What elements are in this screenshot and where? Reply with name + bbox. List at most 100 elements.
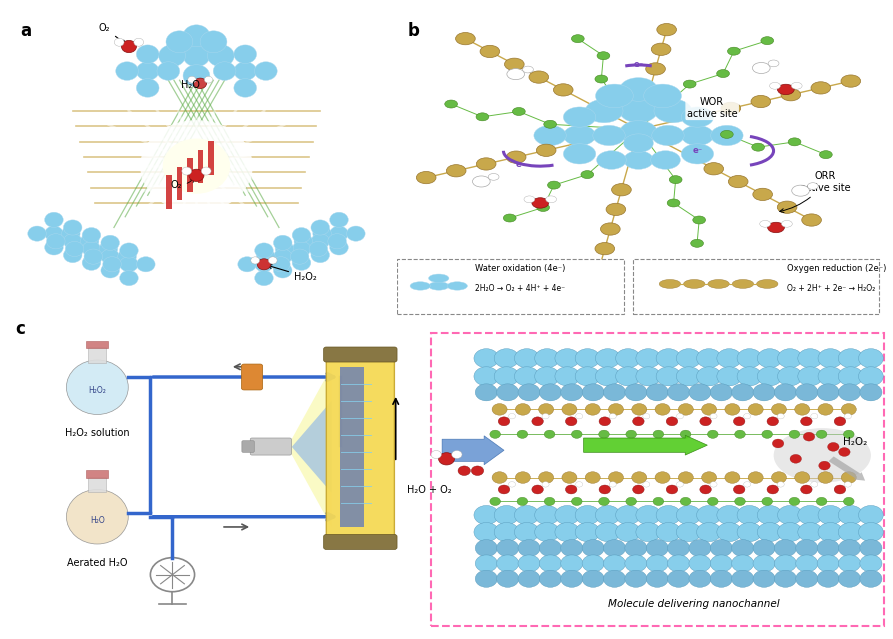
Circle shape <box>82 255 101 270</box>
Circle shape <box>777 482 784 487</box>
Circle shape <box>844 497 854 505</box>
Circle shape <box>819 461 830 470</box>
Circle shape <box>120 257 138 272</box>
Circle shape <box>572 497 582 505</box>
Circle shape <box>431 450 441 459</box>
Circle shape <box>818 505 843 525</box>
Circle shape <box>234 79 256 97</box>
Bar <box>198 150 204 183</box>
Circle shape <box>194 78 206 89</box>
Circle shape <box>620 78 657 101</box>
Circle shape <box>535 349 559 368</box>
Circle shape <box>535 367 559 386</box>
Circle shape <box>596 349 620 368</box>
Circle shape <box>515 404 530 415</box>
Circle shape <box>330 226 348 241</box>
Circle shape <box>839 505 863 525</box>
Circle shape <box>651 151 680 169</box>
Circle shape <box>204 76 213 83</box>
Circle shape <box>615 367 640 386</box>
FancyBboxPatch shape <box>633 259 880 314</box>
Circle shape <box>697 523 722 542</box>
Circle shape <box>689 384 711 401</box>
Circle shape <box>668 539 689 557</box>
Circle shape <box>537 144 556 157</box>
Text: H₂O: H₂O <box>90 516 104 525</box>
Circle shape <box>251 257 260 264</box>
Circle shape <box>273 263 292 278</box>
Circle shape <box>683 80 696 88</box>
Circle shape <box>238 257 256 272</box>
Circle shape <box>657 24 677 36</box>
Circle shape <box>84 249 103 264</box>
Circle shape <box>818 472 833 483</box>
Circle shape <box>710 384 732 401</box>
Circle shape <box>762 430 772 438</box>
Circle shape <box>562 472 577 483</box>
Circle shape <box>490 430 500 438</box>
Circle shape <box>544 120 556 128</box>
Circle shape <box>121 40 137 52</box>
Circle shape <box>547 181 560 189</box>
Circle shape <box>290 249 309 264</box>
Circle shape <box>593 125 625 146</box>
Circle shape <box>518 555 540 572</box>
Circle shape <box>101 249 120 264</box>
Circle shape <box>700 417 712 426</box>
Circle shape <box>643 413 650 419</box>
Circle shape <box>330 212 348 227</box>
Circle shape <box>505 58 524 70</box>
Circle shape <box>676 367 701 386</box>
Circle shape <box>733 485 745 494</box>
Circle shape <box>28 226 46 241</box>
Circle shape <box>595 243 614 255</box>
Circle shape <box>735 497 746 505</box>
Circle shape <box>751 95 771 107</box>
Circle shape <box>544 430 555 438</box>
Circle shape <box>598 430 609 438</box>
Circle shape <box>82 227 101 243</box>
Circle shape <box>757 505 782 525</box>
Circle shape <box>792 185 809 196</box>
Circle shape <box>708 279 730 288</box>
Circle shape <box>817 555 839 572</box>
Bar <box>88 348 106 363</box>
Circle shape <box>818 404 833 415</box>
Circle shape <box>563 125 596 146</box>
Circle shape <box>292 242 311 256</box>
Circle shape <box>668 555 689 572</box>
Circle shape <box>735 430 746 438</box>
Circle shape <box>756 279 778 288</box>
Circle shape <box>632 417 644 426</box>
Polygon shape <box>288 367 331 527</box>
Circle shape <box>546 196 556 203</box>
Circle shape <box>581 171 594 178</box>
Circle shape <box>255 257 273 272</box>
Circle shape <box>653 497 663 505</box>
Circle shape <box>647 570 668 587</box>
Circle shape <box>490 497 500 505</box>
Circle shape <box>416 171 436 184</box>
Circle shape <box>255 62 277 81</box>
Circle shape <box>626 430 637 438</box>
Circle shape <box>644 84 681 108</box>
Circle shape <box>681 144 714 164</box>
Circle shape <box>514 523 539 542</box>
Circle shape <box>653 430 663 438</box>
Circle shape <box>213 62 236 81</box>
Circle shape <box>669 176 682 183</box>
Circle shape <box>492 404 507 415</box>
Bar <box>339 367 363 527</box>
Circle shape <box>753 539 775 557</box>
Circle shape <box>292 255 311 270</box>
Circle shape <box>166 31 193 53</box>
Circle shape <box>475 555 497 572</box>
Circle shape <box>472 176 490 187</box>
Circle shape <box>839 447 850 456</box>
Circle shape <box>659 279 680 288</box>
Circle shape <box>717 523 741 542</box>
Circle shape <box>689 539 711 557</box>
Circle shape <box>790 454 802 463</box>
Circle shape <box>596 367 620 386</box>
Circle shape <box>774 539 797 557</box>
